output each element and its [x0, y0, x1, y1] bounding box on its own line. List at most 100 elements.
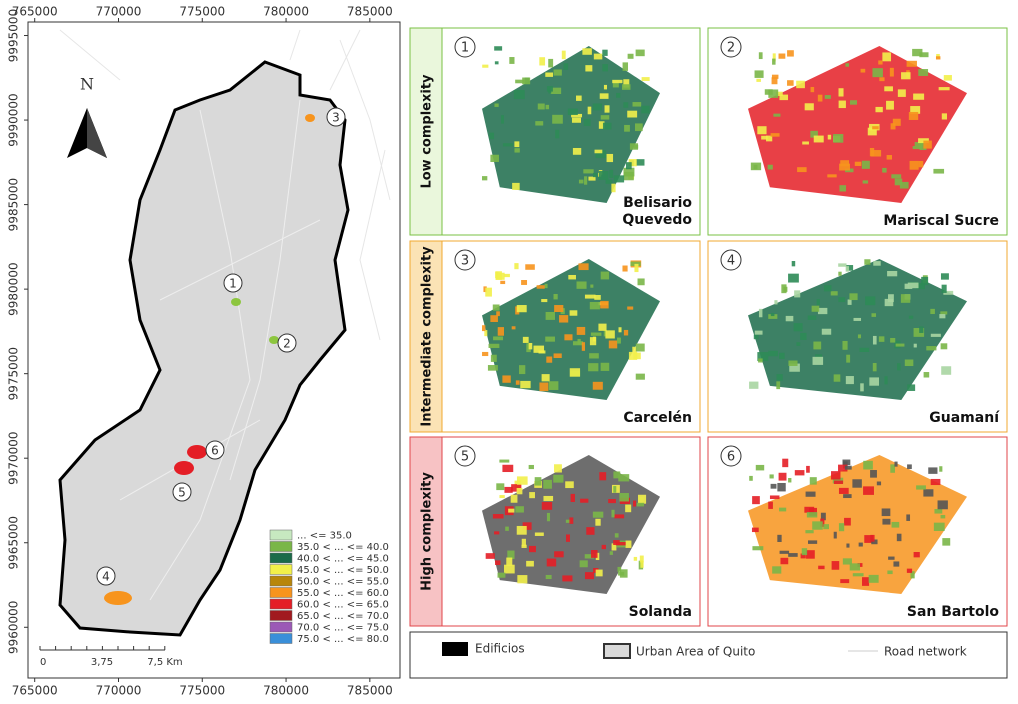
- legend-swatch: [269, 575, 293, 587]
- panel-block: [886, 100, 894, 110]
- panel-block: [563, 63, 569, 70]
- panel-block: [788, 553, 798, 557]
- panel-block: [850, 100, 858, 105]
- panel-block: [535, 121, 544, 126]
- panel-name: Belisario Quevedo: [622, 195, 692, 228]
- panel-block: [801, 548, 808, 556]
- panel-block: [897, 363, 901, 371]
- legend-label: 60.0 < ... <= 65.0: [297, 600, 389, 611]
- panel-block: [595, 518, 601, 526]
- panel-block: [516, 525, 527, 535]
- panel-block: [505, 526, 509, 531]
- legend-swatch: [269, 621, 293, 633]
- site-marker: [96, 566, 116, 586]
- panel-block: [595, 552, 600, 561]
- scale-label: 3,75: [91, 657, 113, 668]
- panel-block: [639, 555, 644, 563]
- panel-block: [497, 572, 506, 578]
- y-tick-label: 9970000: [7, 431, 21, 484]
- panel-block: [553, 69, 562, 76]
- panel-block: [569, 517, 574, 524]
- panel-block: [831, 471, 841, 480]
- panel-block: [894, 461, 898, 467]
- panel-image: [482, 259, 660, 400]
- panel-block: [613, 175, 625, 183]
- panel-block: [517, 575, 528, 584]
- panel-block: [545, 311, 556, 320]
- panel-block: [891, 521, 900, 528]
- panel-block: [807, 315, 817, 320]
- footer-legend-label: Edificios: [475, 642, 525, 656]
- panel-block: [918, 69, 929, 76]
- panel-block: [482, 325, 486, 332]
- panel-block: [511, 484, 522, 492]
- panel-block: [782, 458, 789, 468]
- panel-block: [871, 539, 878, 545]
- panel-block: [910, 571, 915, 579]
- panel-block: [601, 544, 606, 550]
- panel-block: [600, 115, 610, 120]
- panel-block: [590, 332, 602, 336]
- panel-block: [614, 533, 619, 538]
- panel-block: [749, 475, 753, 481]
- scale-label: 7,5 Km: [147, 657, 182, 668]
- panel-block: [785, 315, 794, 322]
- panel-block: [521, 280, 528, 285]
- panel-block: [862, 577, 870, 586]
- panel-block: [541, 299, 548, 303]
- panel-block: [774, 300, 778, 305]
- panel-block: [844, 465, 852, 470]
- panel-block: [750, 162, 762, 171]
- panel-block: [766, 135, 773, 142]
- panel-block: [555, 129, 560, 139]
- site-marker: [277, 333, 297, 353]
- panel-block: [872, 126, 879, 130]
- panel-block: [529, 492, 535, 499]
- panel-block: [818, 565, 825, 570]
- panel-block: [846, 354, 851, 363]
- panel-block: [777, 534, 782, 542]
- panel-block: [839, 185, 847, 192]
- panel-block: [761, 135, 768, 140]
- panel-block: [810, 86, 815, 93]
- panel-block: [541, 502, 553, 510]
- site-marker: [205, 440, 225, 460]
- panel-block: [565, 519, 572, 523]
- panel-block: [602, 49, 608, 56]
- panel-block: [888, 556, 895, 560]
- panel-block: [579, 560, 588, 568]
- panel-block: [628, 159, 637, 167]
- panel-block: [545, 574, 552, 580]
- panel-block: [894, 178, 903, 186]
- panel-block: [528, 342, 533, 350]
- legend-swatch: [269, 552, 293, 564]
- panel-block: [767, 164, 773, 170]
- panel-block: [569, 368, 581, 377]
- panel-block: [860, 383, 864, 392]
- panel-block: [796, 80, 805, 89]
- panel-block: [502, 143, 514, 147]
- panel-block: [605, 179, 613, 184]
- panel-block: [543, 495, 554, 502]
- panel-block: [849, 293, 858, 301]
- panel-block: [787, 50, 794, 57]
- panel-block: [543, 479, 552, 489]
- panel-block: [863, 460, 873, 470]
- panel-number-circle: [720, 36, 742, 58]
- panel-number: 1: [461, 41, 469, 56]
- panel-block: [904, 359, 914, 367]
- panel-block: [942, 538, 951, 546]
- panel-block: [890, 123, 896, 130]
- panel-block: [512, 182, 520, 190]
- panel-block: [817, 94, 823, 102]
- panel-block: [813, 341, 822, 350]
- panel-block: [823, 524, 829, 530]
- panel-block: [522, 77, 531, 85]
- panel-block: [857, 334, 862, 339]
- site-area: [187, 445, 207, 459]
- panel-block: [614, 514, 625, 519]
- panel-block: [515, 380, 520, 385]
- panel-block: [504, 564, 515, 574]
- panel-name: Guamaní: [929, 410, 999, 426]
- panel-block: [923, 140, 932, 149]
